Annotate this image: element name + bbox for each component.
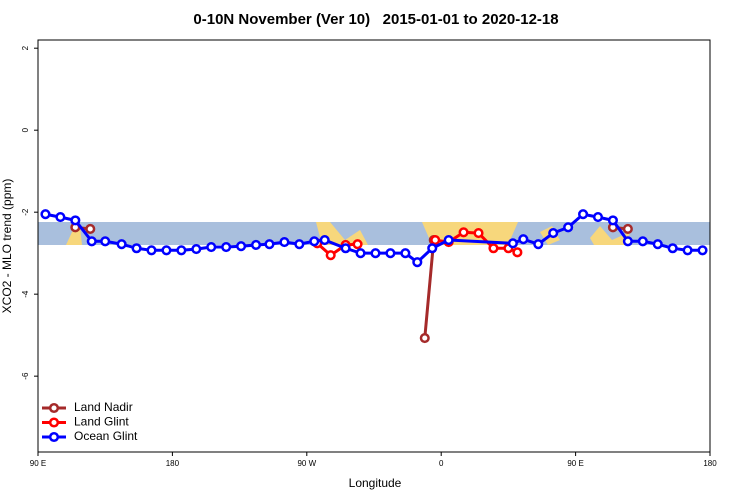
data-point (85, 223, 96, 235)
data-point (622, 223, 633, 235)
data-point (430, 235, 441, 246)
data-point (355, 248, 366, 259)
data-point (191, 244, 202, 255)
data-point (548, 228, 559, 239)
chart-title: 0-10N November (Ver 10) 2015-01-01 to 20… (193, 11, 558, 28)
data-point (607, 215, 618, 226)
x-axis-label: Longitude (349, 476, 402, 490)
data-point (294, 239, 305, 250)
data-point (264, 239, 275, 250)
data-point (443, 235, 454, 246)
x-tick-label: 90 E (30, 459, 46, 468)
data-point (533, 239, 544, 250)
x-tick-label: 90 E (567, 459, 583, 468)
data-point (161, 245, 172, 256)
data-point (473, 228, 484, 239)
y-tick-label: -2 (21, 208, 30, 216)
data-point (419, 332, 430, 344)
data-point (146, 245, 157, 256)
plot-frame (37, 39, 711, 453)
data-point (563, 222, 574, 233)
land (590, 226, 630, 245)
data-point (518, 234, 529, 245)
data-point (592, 212, 604, 223)
data-point (682, 245, 693, 256)
x-tick-label: 0 (439, 459, 444, 468)
y-tick-label: -4 (21, 290, 30, 298)
data-point (116, 239, 127, 250)
data-point (206, 241, 217, 253)
data-point (512, 247, 523, 258)
x-tick-label: 90 W (297, 459, 316, 468)
legend-marker (48, 431, 60, 443)
data-point (55, 212, 66, 223)
data-point (319, 235, 330, 246)
legend-marker (48, 402, 60, 414)
data-point (578, 209, 589, 220)
data-point (427, 243, 438, 254)
data-point (458, 227, 469, 238)
data-point (352, 239, 363, 250)
data-point (86, 236, 97, 247)
data-point (400, 248, 411, 259)
y-tick-label: 2 (21, 45, 30, 50)
data-point (176, 245, 187, 256)
ocean-band (38, 222, 710, 245)
y-tick-label: -6 (21, 372, 30, 380)
x-tick-label: 180 (703, 459, 717, 468)
y-tick-label: 0 (21, 127, 30, 132)
data-point (385, 248, 396, 259)
legend-label: Land Glint (74, 415, 129, 429)
data-point (40, 209, 51, 220)
data-point (637, 236, 648, 247)
data-point (131, 243, 142, 254)
y-axis-label: XCO2 - MLO trend (ppm) (0, 179, 14, 314)
data-point (340, 243, 351, 254)
legend-label: Ocean Glint (74, 429, 138, 443)
data-point (507, 238, 518, 249)
data-point (325, 250, 336, 261)
data-point (250, 239, 262, 251)
data-point (667, 243, 678, 254)
data-point (652, 239, 663, 250)
data-point (370, 248, 381, 259)
data-point (236, 241, 247, 252)
data-point (697, 245, 708, 256)
legend-marker (48, 417, 60, 428)
data-point (221, 241, 232, 253)
data-point (622, 236, 633, 247)
data-point (309, 236, 320, 247)
x-tick-label: 180 (166, 459, 180, 468)
data-point (412, 257, 423, 268)
data-point (279, 237, 290, 248)
data-point (488, 243, 499, 254)
legend-label: Land Nadir (74, 400, 133, 414)
data-point (70, 215, 81, 226)
data-point (100, 236, 111, 247)
